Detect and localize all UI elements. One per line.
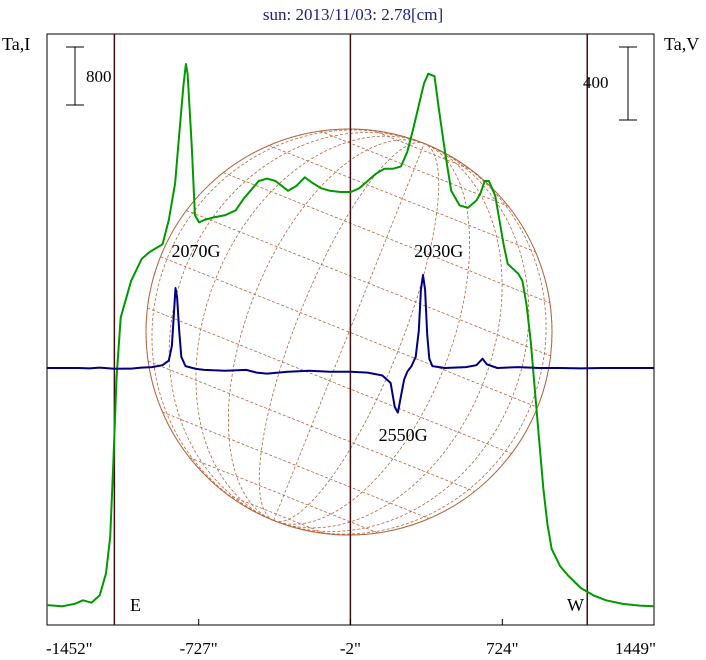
longitude-line [273, 143, 503, 529]
latitude-line [162, 411, 430, 519]
x-tick-label: -1452" [46, 639, 93, 658]
series-group [46, 63, 655, 608]
longitude-line [273, 143, 547, 535]
longitude-line [273, 143, 425, 521]
right-scale-bar-label: 400 [583, 73, 609, 92]
annotation-label: 2070G [171, 241, 220, 261]
longitude-line [168, 132, 425, 521]
latitude-line [160, 256, 538, 408]
x-tick-label: 724" [486, 639, 518, 658]
left-scale-bar [66, 46, 84, 106]
annotation-label: 2550G [379, 425, 428, 445]
longitude-line [195, 135, 425, 521]
right-scale-bar [619, 46, 637, 121]
longitude-line [228, 139, 425, 521]
annotation-label: 2030G [414, 241, 463, 261]
latitude-line [319, 130, 509, 207]
longitude-line [145, 128, 425, 521]
longitude-line [273, 143, 530, 532]
solar-disk-grid [145, 128, 553, 536]
x-tick-label: -2" [340, 639, 361, 658]
intensity-series-line [46, 63, 655, 608]
chart-title: sun: 2013/11/03: 2.78[cm] [263, 5, 443, 24]
longitude-line [273, 143, 553, 536]
x-tick-label: -727" [180, 639, 218, 658]
east-limb-label: E [130, 595, 141, 615]
x-tick-label: 1449" [615, 639, 656, 658]
longitude-line [273, 143, 440, 522]
annotations-group: 2070G 2030G 2550G [171, 241, 463, 445]
latitude-line [223, 172, 550, 304]
reference-lines [113, 34, 589, 625]
longitude-line [258, 142, 425, 521]
solar-limb-circle [145, 128, 553, 536]
left-scale-bar-label: 800 [86, 67, 112, 86]
west-limb-label: W [567, 595, 584, 615]
right-axis-label: Ta,V [664, 34, 699, 54]
x-ticks-group: -1452" -727" -2" 724" 1449" [46, 619, 656, 658]
left-axis-label: Ta,I [2, 34, 30, 54]
circular-polarization-series-line [47, 274, 654, 414]
longitude-line [273, 143, 470, 525]
latitude-line [268, 145, 536, 253]
